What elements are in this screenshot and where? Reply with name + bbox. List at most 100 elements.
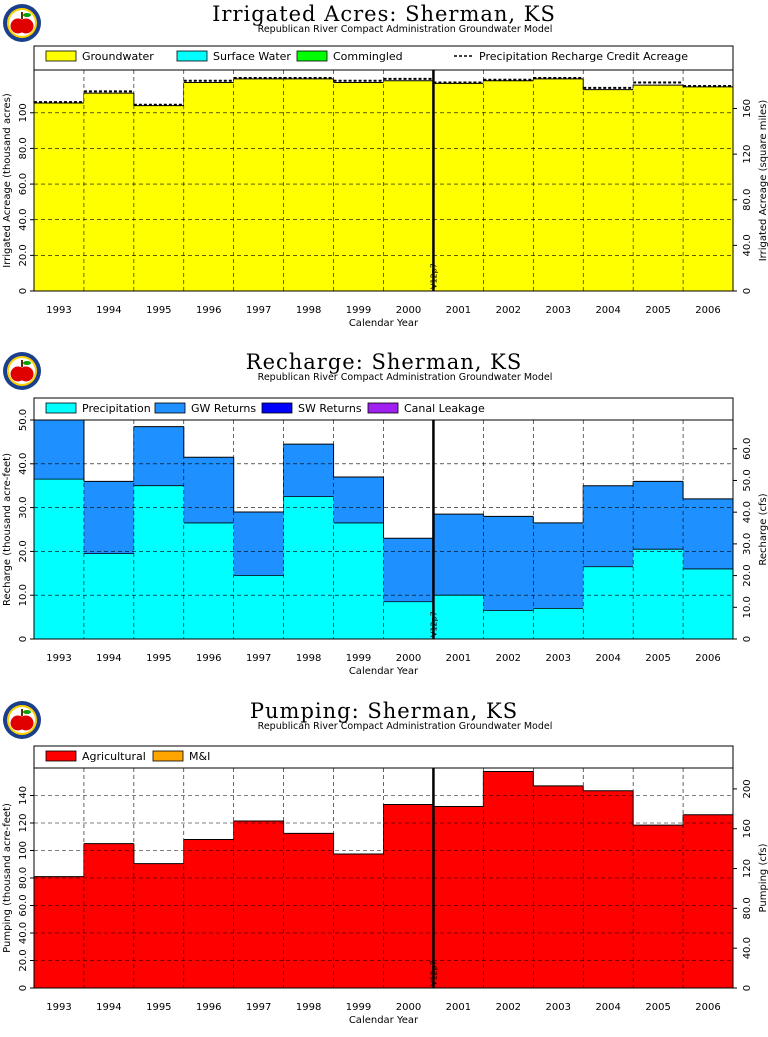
bar-segment bbox=[633, 85, 684, 291]
y-right-tick-label: 80.0 bbox=[742, 897, 753, 919]
bar-segment bbox=[433, 595, 484, 639]
x-tick-label: 1993 bbox=[46, 305, 71, 316]
y-tick-label: 80.0 bbox=[18, 867, 29, 889]
bar-segment bbox=[533, 78, 584, 292]
chart-title: Irrigated Acres: Sherman, KS bbox=[212, 2, 556, 26]
bar-segment bbox=[133, 105, 185, 291]
bar-segment bbox=[83, 843, 135, 988]
x-tick-label: 2003 bbox=[546, 305, 571, 316]
bar-segment bbox=[183, 839, 235, 988]
x-tick-label: 2005 bbox=[645, 653, 670, 664]
y-right-tick-label: 0 bbox=[742, 636, 753, 642]
y-right-tick-label: 40.0 bbox=[742, 501, 753, 523]
legend-label: M&I bbox=[189, 750, 210, 763]
x-tick-label: 2004 bbox=[595, 1002, 620, 1013]
x-tick-label: 1996 bbox=[196, 1002, 221, 1013]
x-tick-label: 2002 bbox=[496, 1002, 521, 1013]
legend-swatch bbox=[154, 402, 186, 414]
bar-segment bbox=[83, 553, 135, 639]
y-right-tick-label: 50.0 bbox=[742, 469, 753, 491]
y-tick-label: 10.0 bbox=[18, 584, 29, 606]
bar-segment bbox=[583, 89, 634, 292]
y-right-tick-label: 200 bbox=[742, 779, 753, 798]
x-axis-title: Calendar Year bbox=[349, 318, 419, 329]
x-tick-label: 2002 bbox=[496, 653, 521, 664]
x-tick-label: 2000 bbox=[396, 1002, 421, 1013]
legend-label: SW Returns bbox=[298, 402, 362, 415]
y-right-tick-label: 0 bbox=[742, 288, 753, 294]
legend-label: Groundwater bbox=[82, 50, 154, 63]
x-tick-label: 1993 bbox=[46, 1002, 71, 1013]
legend-swatch bbox=[45, 402, 77, 414]
bar-segment bbox=[383, 80, 434, 292]
bar-segment bbox=[683, 568, 734, 639]
x-tick-label: 2001 bbox=[446, 1002, 471, 1013]
legend-swatch bbox=[45, 750, 77, 762]
bar-segment bbox=[233, 575, 284, 639]
y-right-tick-label: 10.0 bbox=[742, 596, 753, 618]
x-tick-label: 1998 bbox=[296, 653, 321, 664]
irrigated-acres-plot: Groundwater Surface Water Commingled Precip… bbox=[2, 45, 768, 329]
bar-segment bbox=[383, 538, 434, 602]
version-marker-label: V12p7 bbox=[429, 611, 438, 637]
chart-subtitle: Republican River Compact Administration … bbox=[257, 372, 553, 383]
y-tick-label: 0 bbox=[18, 985, 29, 991]
y-tick-label: 20.0 bbox=[18, 949, 29, 971]
chart-title: Recharge: Sherman, KS bbox=[245, 350, 523, 374]
x-tick-label: 2003 bbox=[546, 1002, 571, 1013]
legend-label: Precipitation Recharge Credit Acreage bbox=[479, 50, 688, 63]
y-tick-label: 40.0 bbox=[18, 453, 29, 475]
y-tick-label: 0 bbox=[18, 636, 29, 642]
bar-segment bbox=[333, 82, 384, 292]
bar-segment bbox=[633, 549, 684, 639]
bar-segment bbox=[34, 479, 85, 639]
y-right-tick-label: 40.0 bbox=[742, 234, 753, 256]
recharge-plot: Precipitation GW Returns SW Returns Canal L… bbox=[2, 397, 768, 677]
bar-segment bbox=[583, 485, 634, 567]
bar-segment bbox=[533, 785, 584, 988]
y-tick-label: 50.0 bbox=[18, 409, 29, 431]
legend-swatch bbox=[152, 750, 184, 762]
y-right-tick-label: 40.0 bbox=[742, 937, 753, 959]
bar-segment bbox=[183, 82, 235, 292]
y-tick-label: 120 bbox=[18, 813, 29, 832]
x-tick-label: 2006 bbox=[695, 305, 720, 316]
legend-box bbox=[33, 45, 734, 71]
x-tick-label: 1997 bbox=[246, 653, 271, 664]
bar-segment bbox=[233, 820, 284, 988]
x-tick-label: 1996 bbox=[196, 305, 221, 316]
bar-segment bbox=[433, 514, 484, 596]
x-tick-label: 2006 bbox=[695, 1002, 720, 1013]
x-tick-label: 2001 bbox=[446, 653, 471, 664]
recharge-panel: Recharge: Sherman, KS Republican River C… bbox=[0, 348, 768, 688]
x-tick-label: 1995 bbox=[146, 305, 171, 316]
x-tick-label: 1994 bbox=[96, 1002, 121, 1013]
y-right-tick-label: 120 bbox=[742, 859, 753, 878]
bar-segment bbox=[333, 853, 384, 988]
legend-label: Canal Leakage bbox=[404, 402, 485, 415]
bar-segment bbox=[683, 498, 734, 569]
bar-segment bbox=[83, 481, 135, 554]
x-tick-label: 1995 bbox=[146, 653, 171, 664]
bar-segment bbox=[583, 790, 634, 988]
bar-segment bbox=[34, 876, 85, 988]
bar-segment bbox=[683, 814, 734, 988]
x-tick-label: 2004 bbox=[595, 305, 620, 316]
chart-subtitle: Republican River Compact Administration … bbox=[257, 24, 553, 35]
y-axis-title: Irrigated Acreage (thousand acres) bbox=[2, 93, 13, 268]
pumping-plot: Agricultural M&I V12p7 0 20.0 40.0 60.0 80.0 100… bbox=[2, 745, 768, 1024]
x-tick-label: 1993 bbox=[46, 653, 71, 664]
legend-label: Precipitation bbox=[82, 402, 151, 415]
bar-segment bbox=[233, 511, 284, 576]
x-tick-label: 1994 bbox=[96, 305, 121, 316]
bar-segment bbox=[333, 476, 384, 523]
bar-segment bbox=[683, 86, 734, 291]
y-axis-title: Recharge (thousand acre-feet) bbox=[2, 453, 13, 606]
x-tick-label: 2004 bbox=[595, 653, 620, 664]
bar-segment bbox=[283, 496, 334, 639]
y-right-tick-label: 20.0 bbox=[742, 564, 753, 586]
legend-label: Surface Water bbox=[213, 50, 291, 63]
y-right-axis-title: Irrigated Acreage (square miles) bbox=[758, 100, 768, 262]
x-tick-label: 1999 bbox=[346, 305, 371, 316]
irrigated-acres-panel: Irrigated Acres: Sherman, KS Republican … bbox=[0, 0, 768, 340]
